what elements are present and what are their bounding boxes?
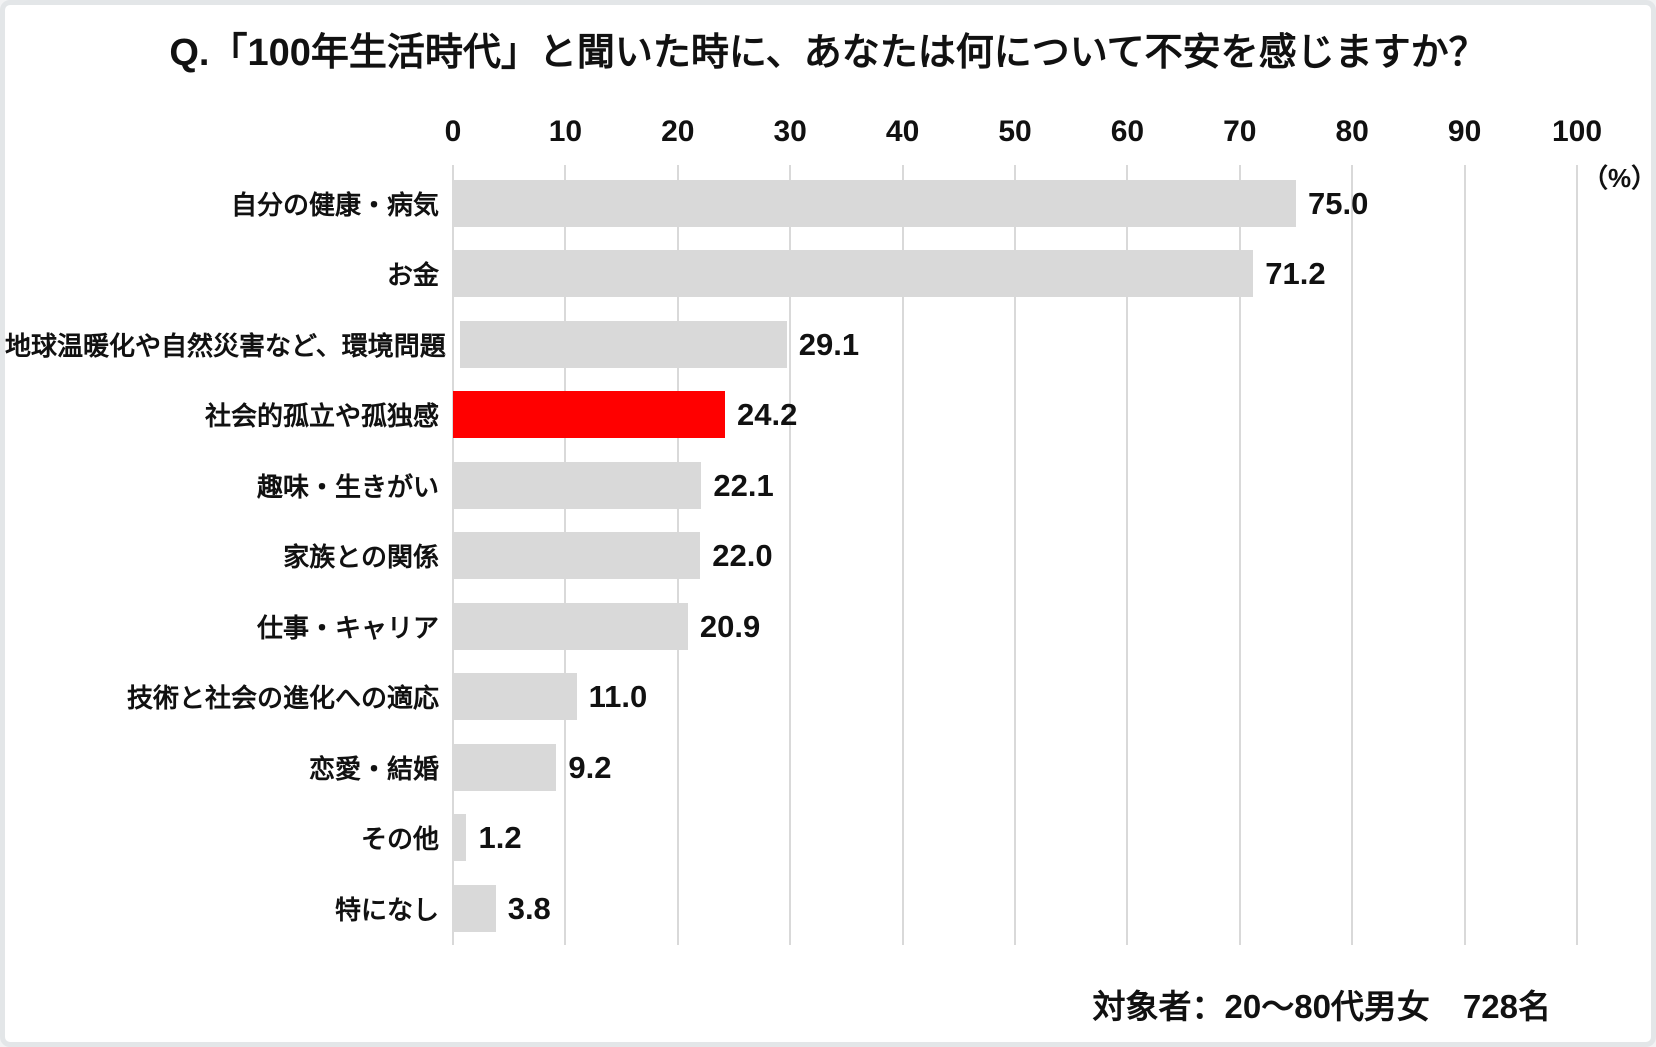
gridline (1351, 165, 1354, 945)
bar (453, 743, 557, 791)
value-label: 75.0 (1308, 185, 1369, 221)
gridline (1126, 165, 1129, 945)
value-label: 9.2 (568, 749, 612, 785)
gridline (789, 165, 792, 945)
category-label: 地球温暖化や自然災害など、環境問題 (5, 330, 446, 361)
bar-row: お金 71.2 (5, 239, 1651, 310)
bar (453, 884, 496, 932)
bar-track: 11.0 (453, 673, 1577, 721)
axis-tick-label: 30 (773, 115, 807, 148)
bar (453, 250, 1254, 298)
category-label: 仕事・キャリア (256, 612, 439, 643)
category-label: 家族との関係 (283, 542, 439, 573)
value-label: 24.2 (737, 397, 798, 433)
axis-tick-label: 50 (998, 115, 1032, 148)
bar-row: 恋愛・結婚 9.2 (5, 732, 1651, 803)
axis-tick-label: 100 (1551, 115, 1603, 148)
bar-track: 22.0 (453, 532, 1577, 580)
bar (453, 814, 467, 862)
bar-track: 1.2 (453, 814, 1577, 862)
bar-row: 仕事・キャリア 20.9 (5, 591, 1651, 662)
bar-row: 趣味・生きがい 22.1 (5, 450, 1651, 521)
bar-track: 22.1 (453, 461, 1577, 509)
category-label: お金 (386, 260, 439, 291)
gridline (1014, 165, 1016, 945)
bar-track: 3.8 (453, 884, 1577, 932)
bar-row: 特になし 3.8 (5, 873, 1651, 944)
category-label: 趣味・生きがい (256, 471, 439, 502)
axis-tick-label: 60 (1110, 115, 1145, 148)
bar-track: 24.2 (453, 391, 1577, 439)
axis-tick-label: 80 (1335, 115, 1369, 148)
category-label: 技術と社会の進化への適応 (126, 683, 439, 714)
gridline (1576, 165, 1578, 945)
bar-track: 71.2 (453, 250, 1577, 298)
bar (453, 179, 1296, 227)
category-label: 自分の健康・病気 (230, 189, 439, 220)
axis-tick-label: 20 (661, 115, 695, 148)
axis-tick-label: 10 (548, 115, 583, 148)
value-label: 11.0 (588, 679, 648, 715)
bar (453, 673, 577, 721)
value-label: 20.9 (699, 608, 761, 644)
axis-unit-label: （%） (1582, 163, 1656, 193)
category-label: 社会的孤立や孤独感 (204, 401, 439, 432)
value-label: 3.8 (507, 890, 551, 926)
bar-row: 家族との関係 22.0 (5, 521, 1651, 592)
bar-row: 技術と社会の進化への適応 11.0 (5, 662, 1651, 733)
x-axis-tick-labels: 0 10 20 30 40 50 60 70 80 90 100 (445, 113, 1602, 153)
gridline (1463, 165, 1466, 945)
bar-row: 地球温暖化や自然災害など、環境問題 29.1 (5, 309, 1651, 380)
axis-tick-label: 0 (444, 115, 462, 148)
value-label: 29.1 (798, 326, 860, 362)
bar (453, 461, 702, 509)
bar (459, 320, 787, 368)
bar-highlighted (453, 391, 725, 439)
bar (453, 532, 701, 580)
category-label: その他 (360, 824, 439, 855)
bar-rows: 自分の健康・病気 75.0 お金 71.2 地球温暖化や自然災害など、環境問題 29.1 社… (5, 168, 1651, 944)
bar-row: 社会的孤立や孤独感 24.2 (5, 380, 1651, 451)
category-label: 特になし (334, 894, 439, 925)
bar-track: 75.0 (453, 179, 1577, 227)
bar-row: その他 1.2 (5, 803, 1651, 874)
axis-tick-label: 40 (885, 115, 920, 148)
axis-tick-label: 90 (1447, 115, 1482, 148)
sample-note: 対象者：20～80代男女 728名 (1092, 988, 1551, 1025)
axis-tick-label: 70 (1223, 115, 1257, 148)
category-label: 恋愛・結婚 (308, 753, 439, 784)
value-label: 1.2 (478, 820, 522, 856)
bar-track: 20.9 (453, 602, 1577, 650)
gridline (1238, 165, 1241, 945)
value-label: 71.2 (1265, 256, 1326, 292)
bar-track: 9.2 (453, 743, 1577, 791)
bar-track: 29.1 (459, 320, 1584, 368)
value-label: 22.1 (713, 467, 774, 503)
chart-title: Q.「100年生活時代」と聞いた時に、あなたは何について不安を感じますか？ (169, 32, 1487, 74)
gridline (901, 165, 904, 945)
bar (453, 602, 688, 650)
bar-row: 自分の健康・病気 75.0 (5, 168, 1651, 239)
value-label: 22.0 (712, 538, 773, 574)
